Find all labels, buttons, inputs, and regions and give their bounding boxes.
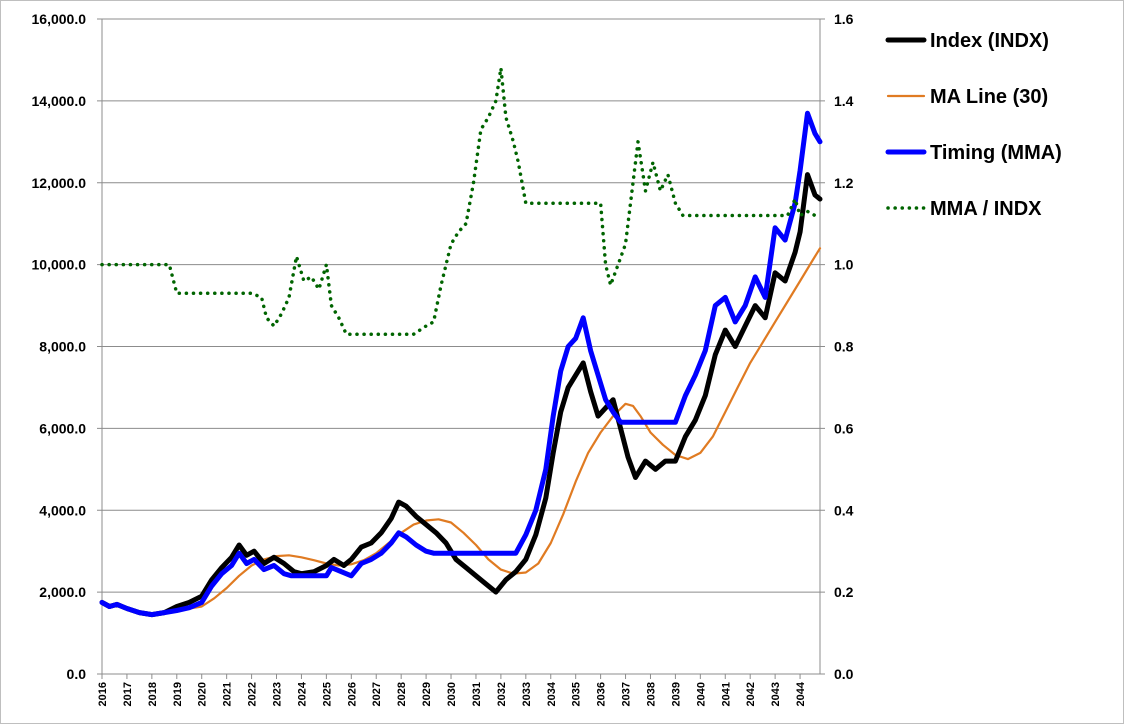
x-tick-label: 2033 [521,682,533,706]
legend-label: MA Line (30) [930,86,1048,108]
y-tick-label-right: 1.2 [834,175,854,191]
x-tick-label: 2021 [222,682,234,706]
x-tick-label: 2042 [745,682,757,706]
x-tick-label: 2031 [471,682,483,706]
legend: Index (INDX) MA Line (30) Timing (MMA) MMA … [885,30,1062,220]
x-tick-label: 2023 [272,682,284,706]
x-tick-label: 2034 [546,681,558,706]
legend-label: Timing (MMA) [930,142,1062,164]
gridlines [102,18,820,593]
y-tick-label-right: 0.0 [834,666,854,682]
x-tick-label: 2019 [172,682,184,706]
x-tick-label: 2026 [346,682,358,706]
y-tick-label-left: 12,000.0 [32,175,87,191]
y-tick-label-left: 8,000.0 [39,339,86,355]
x-tick-label: 2044 [795,681,807,706]
x-tick-label: 2022 [247,682,259,706]
y-tick-label-right: 0.4 [834,502,854,518]
legend-label: Index (INDX) [930,30,1049,52]
x-tick-label: 2032 [496,682,508,706]
x-tick-label: 2038 [645,682,657,706]
x-tick-label: 2016 [97,682,109,706]
y-tick-label-right: 0.2 [834,584,854,600]
axes: 0.0 0.0 2,000.0 0.2 4,000.0 0.4 6,000.0 0.6 8,00… [32,11,854,706]
legend-label: MMA / INDX [930,198,1042,220]
y-tick-label-right: 1.6 [834,11,854,27]
y-tick-label-right: 0.8 [834,339,854,355]
x-tick-label: 2040 [695,682,707,706]
x-tick-label: 2037 [621,682,633,706]
x-tick-label: 2018 [147,682,159,706]
x-tick-label: 2020 [197,682,209,706]
y-tick-label-left: 6,000.0 [39,420,86,436]
x-tick-label: 2036 [596,682,608,706]
x-tick-label: 2028 [396,682,408,706]
y-tick-label-right: 0.6 [834,420,854,436]
x-tick-label: 2043 [770,682,782,706]
series-line-mma-indx [100,66,822,336]
y-tick-label-left: 2,000.0 [39,584,86,600]
y-tick-label-left: 16,000.0 [32,11,87,27]
x-tick-label: 2039 [670,682,682,706]
series-line-timing-mma [99,110,823,618]
y-tick-label-left: 0.0 [67,666,87,682]
x-tick-label: 2017 [122,682,134,706]
series-line-index-indx [99,172,823,618]
x-tick-label: 2035 [571,682,583,706]
series-lines [99,66,823,618]
y-tick-label-left: 4,000.0 [39,502,86,518]
x-tick-label: 2027 [371,682,383,706]
y-tick-label-left: 10,000.0 [32,257,87,273]
x-tick-label: 2029 [421,682,433,706]
x-tick-label: 2041 [720,682,732,706]
y-tick-label-left: 14,000.0 [32,93,87,109]
x-tick-label: 2024 [296,681,308,706]
y-tick-label-right: 1.4 [834,93,854,109]
y-tick-label-right: 1.0 [834,257,854,273]
x-tick-label: 2025 [321,682,333,706]
x-tick-label: 2030 [446,682,458,706]
